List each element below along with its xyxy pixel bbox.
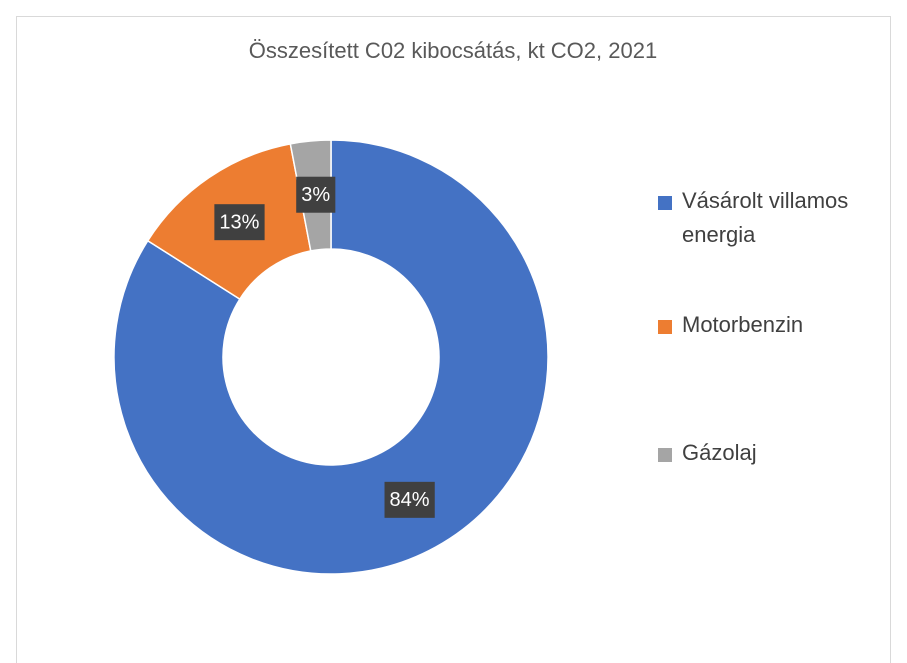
legend-label: Motorbenzin	[682, 312, 804, 337]
data-label-box	[296, 176, 336, 213]
data-label: 84%	[384, 481, 435, 518]
legend-swatch	[658, 196, 672, 210]
chart-title: Összesített C02 kibocsátás, kt CO2, 2021	[249, 38, 657, 63]
legend-item: Gázolaj	[658, 436, 898, 470]
data-label: 13%	[214, 204, 265, 241]
legend-label: Gázolaj	[682, 440, 757, 465]
data-label-text: 13%	[219, 211, 259, 233]
legend: Vásárolt villamos energia Motorbenzin Gázo…	[658, 184, 898, 470]
data-label: 3%	[296, 176, 336, 213]
legend-swatch	[658, 448, 672, 462]
data-label-text: 84%	[390, 489, 430, 511]
legend-item: Vásárolt villamos energia	[658, 184, 882, 252]
donut-slice	[113, 139, 549, 575]
legend-swatch	[658, 320, 672, 334]
legend-label: Vásárolt villamos energia	[682, 188, 849, 247]
legend-item: Motorbenzin	[658, 308, 898, 342]
data-label-box	[384, 481, 435, 518]
data-label-box	[214, 204, 265, 241]
data-label-text: 3%	[301, 184, 330, 206]
